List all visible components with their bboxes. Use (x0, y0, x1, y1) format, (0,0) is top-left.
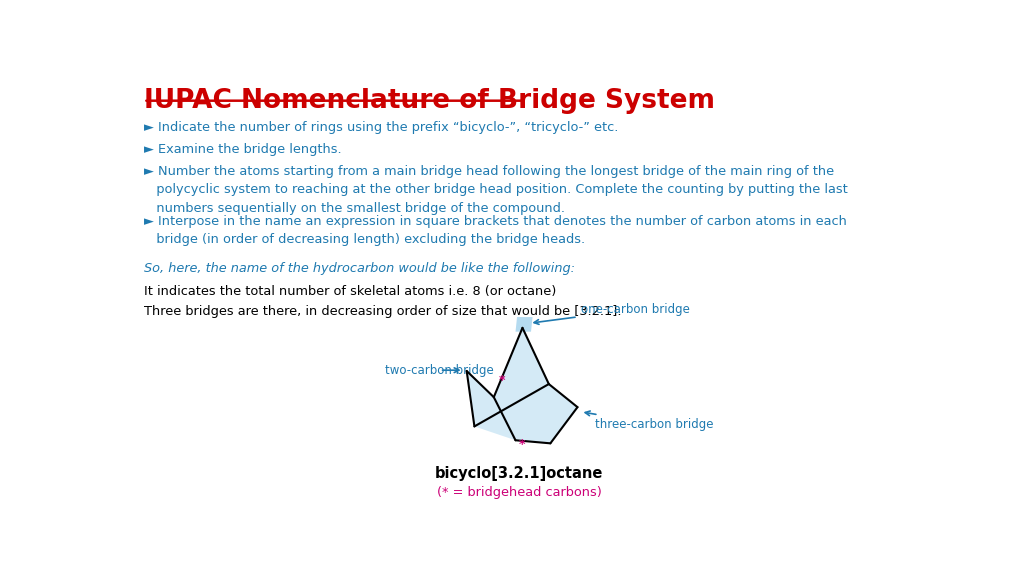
Text: two-carbon bridge: two-carbon bridge (385, 363, 494, 377)
Polygon shape (515, 317, 532, 332)
Text: It indicates the total number of skeletal atoms i.e. 8 (or octane): It indicates the total number of skeleta… (143, 285, 556, 298)
Text: Three bridges are there, in decreasing order of size that would be [3.2.1].: Three bridges are there, in decreasing o… (143, 305, 621, 318)
Text: ► Number the atoms starting from a main bridge head following the longest bridge: ► Number the atoms starting from a main … (143, 165, 847, 215)
Text: *: * (499, 374, 506, 386)
Text: three-carbon bridge: three-carbon bridge (585, 411, 713, 431)
Text: ► Interpose in the name an expression in square brackets that denotes the number: ► Interpose in the name an expression in… (143, 215, 847, 246)
Text: IUPAC Nomenclature of Bridge System: IUPAC Nomenclature of Bridge System (143, 88, 715, 113)
Text: one-carbon bridge: one-carbon bridge (535, 303, 689, 324)
Text: ► Examine the bridge lengths.: ► Examine the bridge lengths. (143, 143, 341, 156)
Text: So, here, the name of the hydrocarbon would be like the following:: So, here, the name of the hydrocarbon wo… (143, 262, 574, 275)
Polygon shape (494, 328, 578, 444)
Polygon shape (467, 371, 515, 440)
Text: (* = bridgehead carbons): (* = bridgehead carbons) (437, 486, 602, 499)
Text: bicyclo[3.2.1]octane: bicyclo[3.2.1]octane (435, 467, 603, 482)
Text: *: * (518, 438, 525, 450)
Text: ► Indicate the number of rings using the prefix “bicyclo-”, “tricyclo-” etc.: ► Indicate the number of rings using the… (143, 122, 617, 134)
